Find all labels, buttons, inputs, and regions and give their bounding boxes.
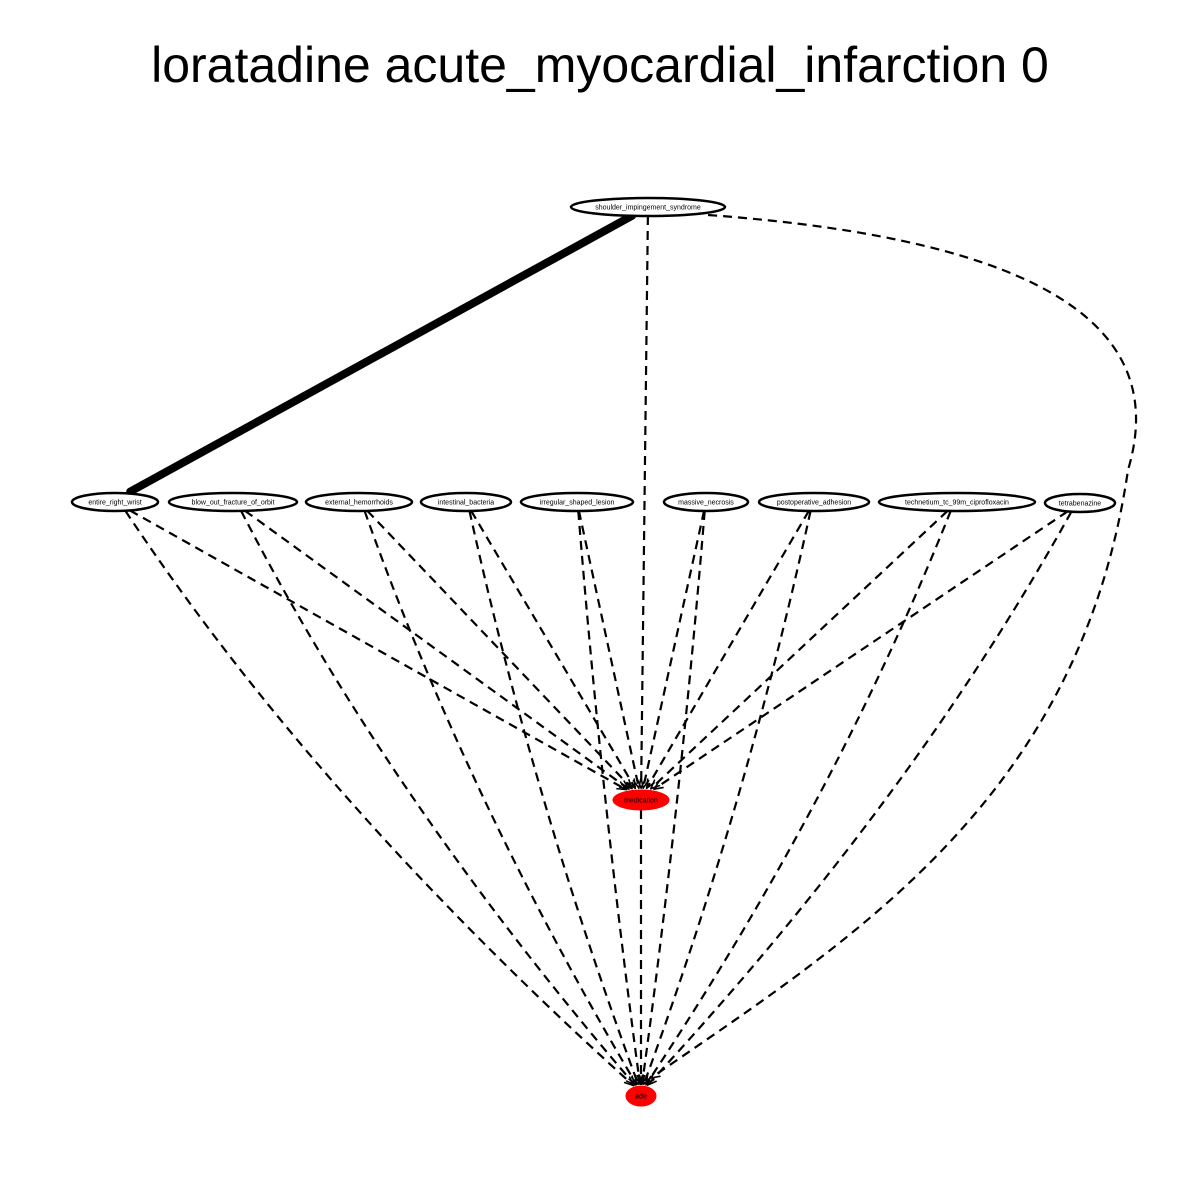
edge-lesion-to-medication: [577, 510, 639, 788]
edge-hemorrhoids-to-medication: [366, 510, 632, 789]
node-technetium: technetium_tc_99m_ciprofloxacin: [877, 491, 1037, 513]
diagram-title: loratadine acute_myocardial_infarction 0: [151, 37, 1049, 93]
node-tetrabenazine-shape: [1043, 492, 1117, 514]
edge-adhesion-to-ade: [644, 510, 812, 1084]
node-bacteria-label: intestinal_bacteria: [438, 500, 495, 507]
node-lesion-label: irregular_shaped_lesion: [540, 500, 615, 507]
node-adhesion-label: postoperative_adhesion: [777, 500, 851, 507]
node-wrist-label: entire_right_wrist: [88, 500, 141, 507]
node-bacteria-shape: [419, 491, 513, 513]
node-wrist-shape: [70, 491, 160, 513]
edge-bacteria-to-ade: [468, 510, 639, 1084]
edge-technetium-to-medication: [651, 510, 949, 789]
node-orbit-shape: [167, 491, 299, 513]
edge-tetrabenazine-to-medication: [654, 510, 1069, 789]
node-hemorrhoids-label: external_hemorrhoids: [325, 500, 393, 507]
node-medication: medication: [612, 789, 670, 811]
edge-orbit-to-ade: [240, 510, 635, 1085]
node-bacteria: intestinal_bacteria: [419, 491, 513, 513]
edge-necrosis-to-medication: [643, 510, 706, 788]
edge-shoulder-to-medication: [641, 215, 649, 788]
edge-necrosis-to-ade: [642, 510, 706, 1084]
edges-layer: [124, 211, 1138, 1085]
node-wrist: entire_right_wrist: [70, 491, 160, 513]
node-adhesion: postoperative_adhesion: [757, 491, 871, 513]
edge-hemorrhoids-to-ade: [363, 510, 637, 1084]
node-shoulder-label: shoulder_impingement_syndrome: [595, 205, 701, 212]
edge-technetium-to-ade: [646, 510, 952, 1085]
node-shoulder-shape: [569, 196, 727, 218]
node-ade: ade: [625, 1085, 657, 1107]
node-hemorrhoids-shape: [304, 491, 414, 513]
edge-wrist-to-ade: [124, 510, 634, 1085]
edge-orbit-to-medication: [244, 509, 629, 789]
node-necrosis: massive_necrosis: [662, 491, 750, 513]
nodes-layer: shoulder_impingement_syndrome entire_righ…: [70, 196, 1117, 1107]
edge-shoulder-to-ade: [651, 213, 1138, 1078]
node-shoulder: shoulder_impingement_syndrome: [569, 196, 727, 218]
node-technetium-label: technetium_tc_99m_ciprofloxacin: [905, 500, 1009, 507]
node-lesion-shape: [519, 491, 635, 513]
edge-wrist-to-medication: [129, 509, 626, 789]
node-adhesion-shape: [757, 491, 871, 513]
node-medication-shape: [612, 789, 670, 811]
node-tetrabenazine-label: tetrabenazine: [1059, 501, 1102, 508]
node-ade-label: ade: [635, 1094, 647, 1101]
node-necrosis-label: massive_necrosis: [678, 500, 734, 507]
edge-tetrabenazine-to-ade: [648, 511, 1073, 1085]
edge-shoulder-to-wrist: [126, 211, 637, 496]
node-ade-shape: [625, 1085, 657, 1107]
node-necrosis-shape: [662, 491, 750, 513]
edge-bacteria-to-medication: [470, 510, 635, 788]
node-lesion: irregular_shaped_lesion: [519, 491, 635, 513]
node-tetrabenazine: tetrabenazine: [1043, 492, 1117, 514]
node-hemorrhoids: external_hemorrhoids: [304, 491, 414, 513]
edge-lesion-to-ade: [577, 510, 640, 1084]
node-orbit: blow_out_fracture_of_orbit: [167, 491, 299, 513]
node-orbit-label: blow_out_fracture_of_orbit: [192, 500, 275, 507]
node-technetium-shape: [877, 491, 1037, 513]
edge-adhesion-to-medication: [647, 510, 810, 788]
node-medication-label: medication: [624, 798, 658, 805]
